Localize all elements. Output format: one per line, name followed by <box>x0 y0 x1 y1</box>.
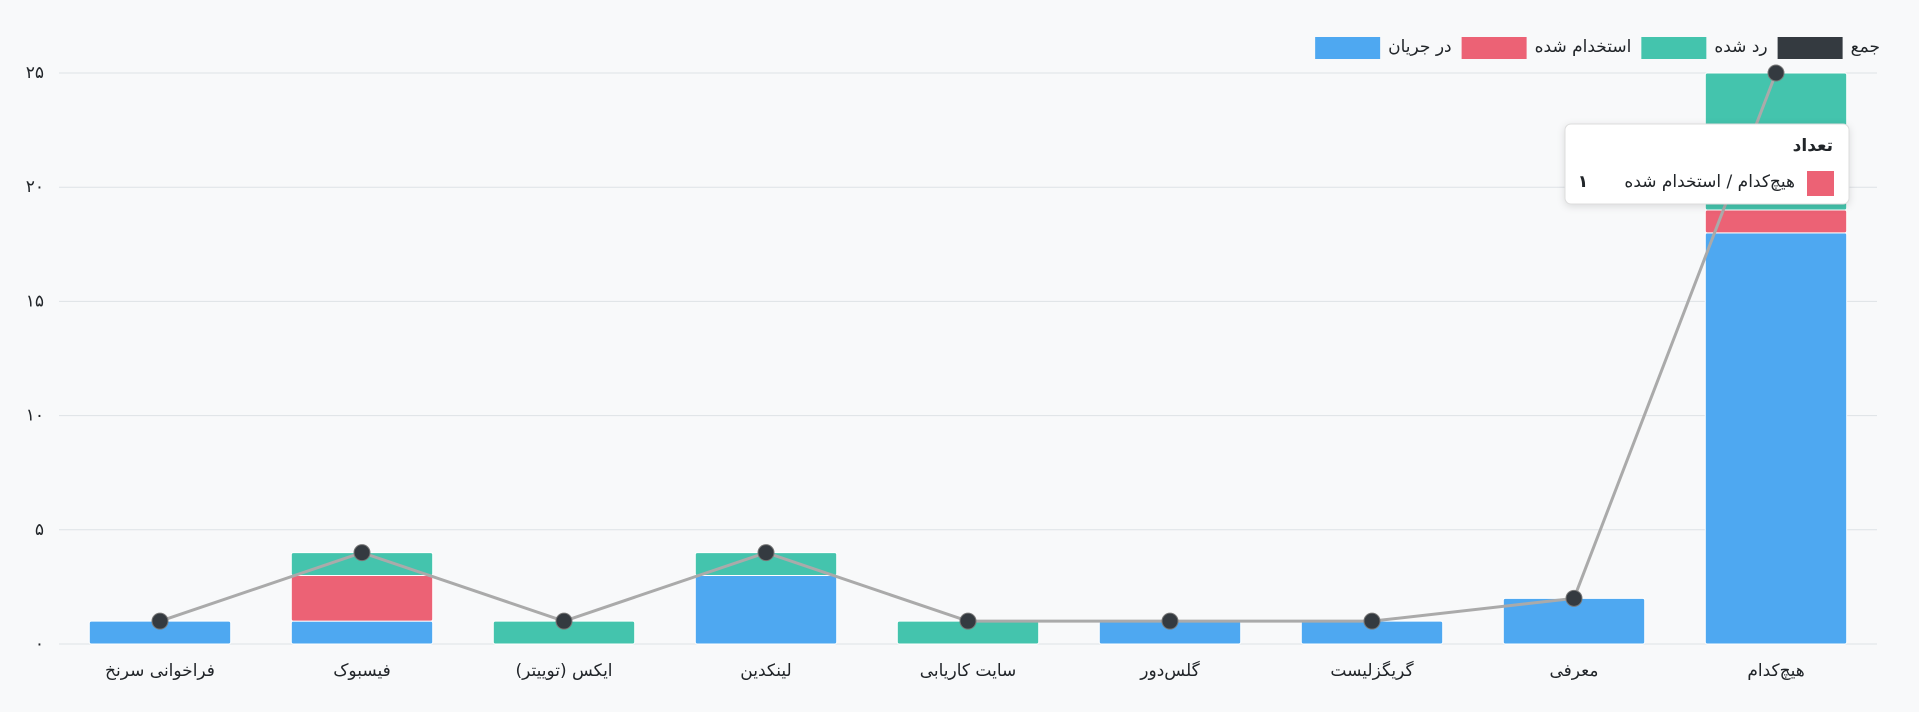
x-tick-label: فراخوانی سرنخ <box>105 661 215 681</box>
y-tick-label: ۲۰ <box>26 177 44 197</box>
bar-segment <box>694 574 838 645</box>
y-tick-label: ۵ <box>35 520 44 540</box>
total-point <box>1363 612 1381 630</box>
x-tick-label: هیچ‌کدام <box>1747 661 1804 681</box>
total-point <box>1161 612 1179 630</box>
total-point <box>959 612 977 630</box>
x-tick-label: لینکدین <box>740 661 791 681</box>
x-tick-label: معرفی <box>1550 661 1599 681</box>
x-tick-label: فیسبوک <box>333 661 391 681</box>
x-tick-label: ایکس (توییتر) <box>515 661 612 681</box>
x-tick-label: گلس‌دور <box>1139 660 1200 681</box>
bar-segment <box>290 574 434 622</box>
bar-segment <box>1704 209 1848 234</box>
tooltip-swatch <box>1807 171 1834 196</box>
bar-segment <box>290 620 434 645</box>
total-point <box>151 612 169 630</box>
total-line <box>159 72 1778 623</box>
tooltip-title: تعداد <box>1793 136 1833 156</box>
legend-label: جمع <box>1851 37 1880 57</box>
x-tick-label: سایت کاریابی <box>920 661 1017 681</box>
legend-label: استخدام شده <box>1535 37 1632 57</box>
y-tick-label: ۱۵ <box>26 291 44 311</box>
total-point <box>757 544 775 562</box>
legend-swatch <box>1641 37 1707 59</box>
total-point <box>555 612 573 630</box>
y-tick-label: ۱۰ <box>26 406 44 426</box>
tooltip-box <box>1564 123 1850 205</box>
legend-swatch <box>1315 37 1381 59</box>
legend-swatch <box>1461 37 1527 59</box>
y-tick-label: ۰ <box>35 634 44 654</box>
total-point <box>1565 589 1583 607</box>
legend-label: رد شده <box>1714 37 1767 57</box>
tooltip-label: هیچ‌کدام / استخدام شده <box>1624 172 1795 192</box>
tooltip: تعداد هیچ‌کدام / استخدام شده ۱ <box>1564 123 1850 205</box>
total-point <box>353 544 371 562</box>
total-point <box>1767 64 1785 82</box>
legend-swatch <box>1777 37 1843 59</box>
tooltip-value: ۱ <box>1578 172 1588 192</box>
bar-segment <box>1704 232 1848 645</box>
x-tick-label: گریگزلیست <box>1330 660 1414 681</box>
y-tick-label: ۲۵ <box>26 63 44 83</box>
legend-label: در جریان <box>1388 37 1451 57</box>
